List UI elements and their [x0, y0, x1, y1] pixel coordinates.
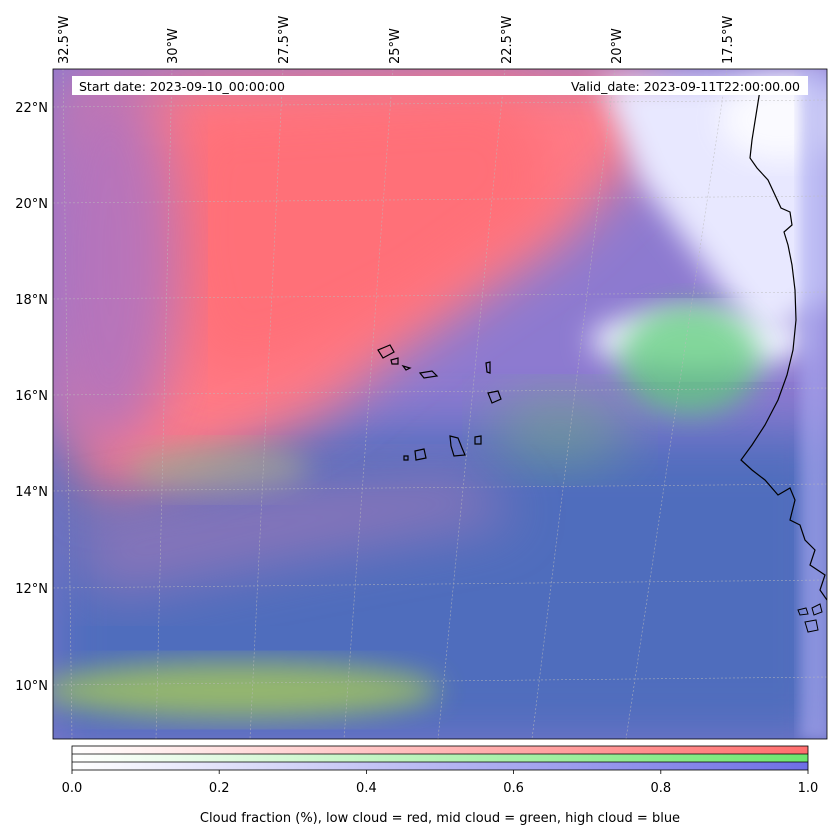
- lat-label-14n: 14°N: [15, 485, 48, 500]
- colorbar-tick-0: 0.0: [62, 781, 83, 796]
- start-date-label: Start date: 2023-09-10_00:00:00: [79, 79, 285, 94]
- mixed-cloud-west: [53, 70, 180, 450]
- colorbar-tick-5: 1.0: [798, 781, 819, 796]
- mid-cloud-band: [130, 445, 310, 495]
- colorbar-label: Cloud fraction (%), low cloud = red, mid…: [200, 811, 680, 826]
- lat-label-10n: 10°N: [15, 679, 48, 694]
- latitude-labels: 22°N 20°N 18°N 16°N 14°N 12°N 10°N: [15, 101, 48, 694]
- lon-label-27-5w: 27.5°W: [277, 16, 292, 64]
- mixed-cloud-band: [60, 470, 520, 600]
- colorbar-tick-4: 0.8: [650, 781, 671, 796]
- lat-label-16n: 16°N: [15, 389, 48, 404]
- colorbar-tick-2: 0.4: [356, 781, 377, 796]
- colorbar-tick-3: 0.6: [503, 781, 524, 796]
- header-band: [72, 76, 808, 95]
- lat-label-12n: 12°N: [15, 582, 48, 597]
- colorbar-high-cloud: [72, 762, 808, 770]
- coast-island-2: [804, 619, 819, 633]
- mid-cloud-east: [620, 305, 760, 415]
- lon-label-22-5w: 22.5°W: [500, 16, 515, 64]
- mid-cloud-center: [490, 390, 630, 470]
- grid-lines: [53, 69, 827, 739]
- lat-label-22n: 22°N: [15, 101, 48, 116]
- colorbar-tick-1: 0.2: [209, 781, 230, 796]
- map-frame: [52, 68, 828, 740]
- valid-date-label: Valid_date: 2023-09-11T22:00:00.00: [571, 79, 800, 94]
- lon-label-32-5w: 32.5°W: [57, 16, 72, 64]
- coastal-edge: [800, 69, 827, 739]
- cape-verde-islands: [377, 344, 502, 461]
- coast-island-1: [811, 603, 823, 616]
- africa-coastline: [740, 89, 827, 601]
- lon-label-17-5w: 17.5°W: [721, 16, 736, 64]
- lon-label-25w: 25°W: [388, 28, 403, 64]
- mid-cloud-south: [53, 662, 440, 718]
- lon-label-30w: 30°W: [166, 28, 181, 64]
- longitude-labels: 32.5°W 30°W 27.5°W 25°W 22.5°W 20°W 17.5…: [57, 16, 736, 64]
- map-area: [53, 69, 827, 739]
- coast-island-3: [797, 607, 809, 616]
- colorbar: 0.0 0.2 0.4 0.6 0.8 1.0 Cloud fraction (…: [62, 745, 819, 826]
- colorbar-frame: [71, 745, 809, 771]
- colorbar-mid-cloud: [72, 754, 808, 762]
- low-cloud-core: [170, 90, 560, 380]
- lat-label-20n: 20°N: [15, 197, 48, 212]
- lon-label-20w: 20°W: [610, 28, 625, 64]
- colorbar-low-cloud: [72, 746, 808, 754]
- lat-label-18n: 18°N: [15, 293, 48, 308]
